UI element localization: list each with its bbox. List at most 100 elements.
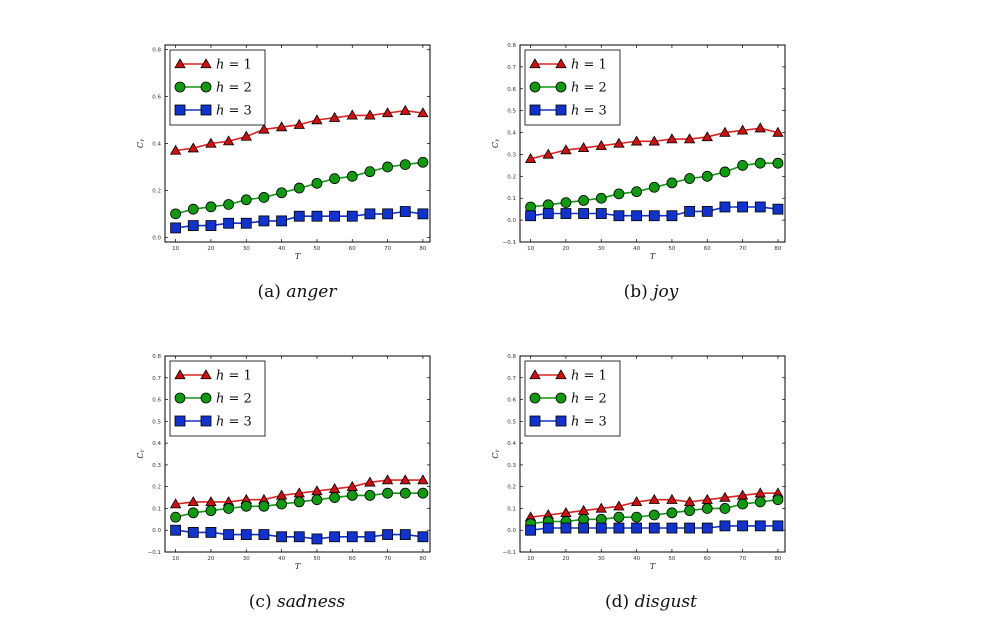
disgust-series-h3-marker-12: [737, 520, 748, 532]
joy-series-h1-marker-14: [772, 126, 784, 137]
joy-series-h1-marker-6: [630, 135, 643, 146]
joy-ytick-label-9: 0.8: [507, 43, 516, 49]
disgust-xtick-label-6: 70: [739, 556, 746, 562]
sadness-series-h2-marker-1: [187, 507, 199, 519]
joy-legend-label-0: h = 1: [571, 58, 607, 73]
joy-series-h3-marker-4: [595, 208, 607, 219]
sadness-series-h1-marker-14: [417, 474, 429, 485]
joy-ytick-label-4: 0.3: [507, 152, 516, 158]
anger-series-h3-marker-13: [399, 206, 411, 217]
disgust-legend-label-0: h = 1: [571, 369, 607, 384]
sadness-series-h2-marker-12: [382, 487, 394, 499]
joy-series-h2-marker-5: [613, 188, 625, 200]
disgust-x-axis-label: T: [650, 562, 656, 571]
joy-legend-label-2: h = 3: [571, 104, 607, 119]
anger-series-h3-marker-7: [293, 210, 305, 222]
sadness-ytick-label-1: 0.0: [152, 528, 161, 534]
anger-series-h2-marker-3: [223, 199, 235, 210]
disgust-series-h3-marker-6: [631, 522, 642, 534]
anger-series-h2-marker-4: [240, 194, 252, 206]
sadness-series-h2: [170, 487, 429, 523]
joy-series-h3-marker-14: [772, 203, 784, 215]
disgust-series-h3-marker-0: [525, 524, 536, 536]
disgust-xtick-label-7: 80: [774, 556, 781, 562]
disgust-ytick-label-7: 0.6: [507, 398, 516, 404]
joy-series-h1-marker-13: [754, 122, 766, 133]
joy-series-h1-marker-10: [701, 131, 713, 142]
anger-series-h1-marker-12: [381, 107, 394, 118]
sadness-x-axis-label: T: [295, 562, 301, 571]
disgust-ytick-label-8: 0.7: [507, 376, 516, 382]
sadness-series-h2-marker-6: [276, 498, 288, 510]
sadness-series-h3-marker-4: [240, 529, 252, 540]
anger-series-h1: [169, 104, 429, 155]
disgust-series-h3-marker-5: [613, 522, 625, 534]
anger-legend-label-1: h = 2: [216, 81, 252, 96]
joy-series-h3: [525, 201, 784, 222]
sadness-series-h3-marker-11: [364, 531, 376, 543]
joy-xtick-label-6: 70: [739, 246, 746, 252]
joy-legend-1-marker-a1: [529, 81, 541, 93]
joy-xtick-label-3: 40: [633, 246, 640, 252]
anger-series-h3-marker-2: [205, 220, 217, 231]
sadness-ytick-label-7: 0.6: [152, 398, 161, 404]
anger-series-h3-marker-8: [311, 210, 323, 222]
sadness-series-h3-marker-0: [170, 524, 182, 536]
anger-series-h2-marker-7: [293, 182, 305, 194]
joy-series-h1-marker-12: [736, 124, 749, 135]
sadness-ytick-label-4: 0.3: [152, 463, 161, 469]
sadness-series-h2-marker-14: [417, 487, 429, 499]
anger-series-h1-marker-1: [187, 142, 199, 153]
joy-xtick-label-7: 80: [774, 246, 781, 252]
disgust-series-h1-marker-8: [666, 493, 678, 504]
joy-series-h3-marker-13: [754, 201, 766, 213]
panel-disgust: −0.1 0.0 0.1 0.2 0.3 0.4 0.5 0.6 0.7 0.8 10 20 30 40 5…: [491, 354, 786, 612]
joy-xtick-label-1: 20: [562, 246, 569, 252]
disgust-legend: h = 1 h = 2 h = 3: [524, 360, 621, 437]
anger-series-h2-marker-11: [364, 166, 376, 178]
sadness-xtick-label-1: 20: [207, 556, 214, 562]
anger-series-h1-marker-6: [275, 121, 288, 132]
sadness-series-h2-marker-13: [399, 487, 411, 499]
panel-joy: −0.1 0.0 0.1 0.2 0.3 0.4 0.5 0.6 0.7 0.8 10 20 30 40 5…: [491, 43, 786, 302]
sadness-ytick-label-9: 0.8: [152, 354, 161, 360]
disgust-xtick-label-4: 50: [668, 556, 675, 562]
anger-caption: (a) anger: [258, 282, 338, 302]
disgust-ytick-label-2: 0.1: [507, 506, 516, 512]
sadness-series-h3-marker-6: [276, 531, 288, 543]
joy-series-h3-marker-11: [719, 201, 731, 213]
sadness-series-h1-marker-11: [364, 476, 376, 487]
joy-series-h2-marker-7: [648, 181, 660, 193]
joy-legend-2-marker-a2: [529, 104, 541, 116]
joy-series-h2-marker-11: [719, 166, 731, 178]
anger-y-axis-label: Cᵧ: [136, 139, 145, 148]
anger-series-h3-marker-6: [276, 215, 288, 227]
joy-series-h3-marker-1: [542, 208, 554, 219]
disgust-ytick-label-9: 0.8: [507, 354, 516, 360]
sadness-series-h1-marker-13: [399, 474, 411, 485]
disgust-series-h3-marker-10: [701, 522, 713, 534]
anger-xtick-label-7: 80: [419, 246, 426, 252]
sadness-caption: (c) sadness: [249, 592, 346, 612]
sadness-series-h3-marker-9: [329, 531, 341, 543]
joy-legend: h = 1 h = 2 h = 3: [524, 49, 621, 126]
anger-xtick-label-6: 70: [384, 246, 391, 252]
joy-xtick-label-2: 30: [598, 246, 605, 252]
disgust-series-h2-marker-8: [666, 507, 678, 519]
anger-ytick-label-4: 0.8: [152, 48, 161, 54]
sadness-series-h3-marker-3: [223, 529, 235, 540]
sadness-legend-2-marker-b2: [200, 415, 212, 427]
anger-series-h1-marker-0: [169, 144, 182, 155]
sadness-xtick-label-4: 50: [313, 556, 320, 562]
joy-series-h1-marker-3: [577, 142, 590, 153]
disgust-series-h1: [524, 487, 784, 522]
joy-legend-1-marker-b1: [555, 81, 567, 93]
sadness-legend-label-0: h = 1: [216, 369, 252, 384]
disgust-legend-label-1: h = 2: [571, 392, 607, 407]
sadness-series-h3-marker-8: [311, 533, 323, 545]
anger-series-h3-marker-10: [346, 210, 358, 222]
joy-series-h2: [525, 157, 784, 213]
disgust-series-h2-marker-11: [719, 503, 731, 514]
joy-ytick-label-2: 0.1: [507, 196, 516, 202]
